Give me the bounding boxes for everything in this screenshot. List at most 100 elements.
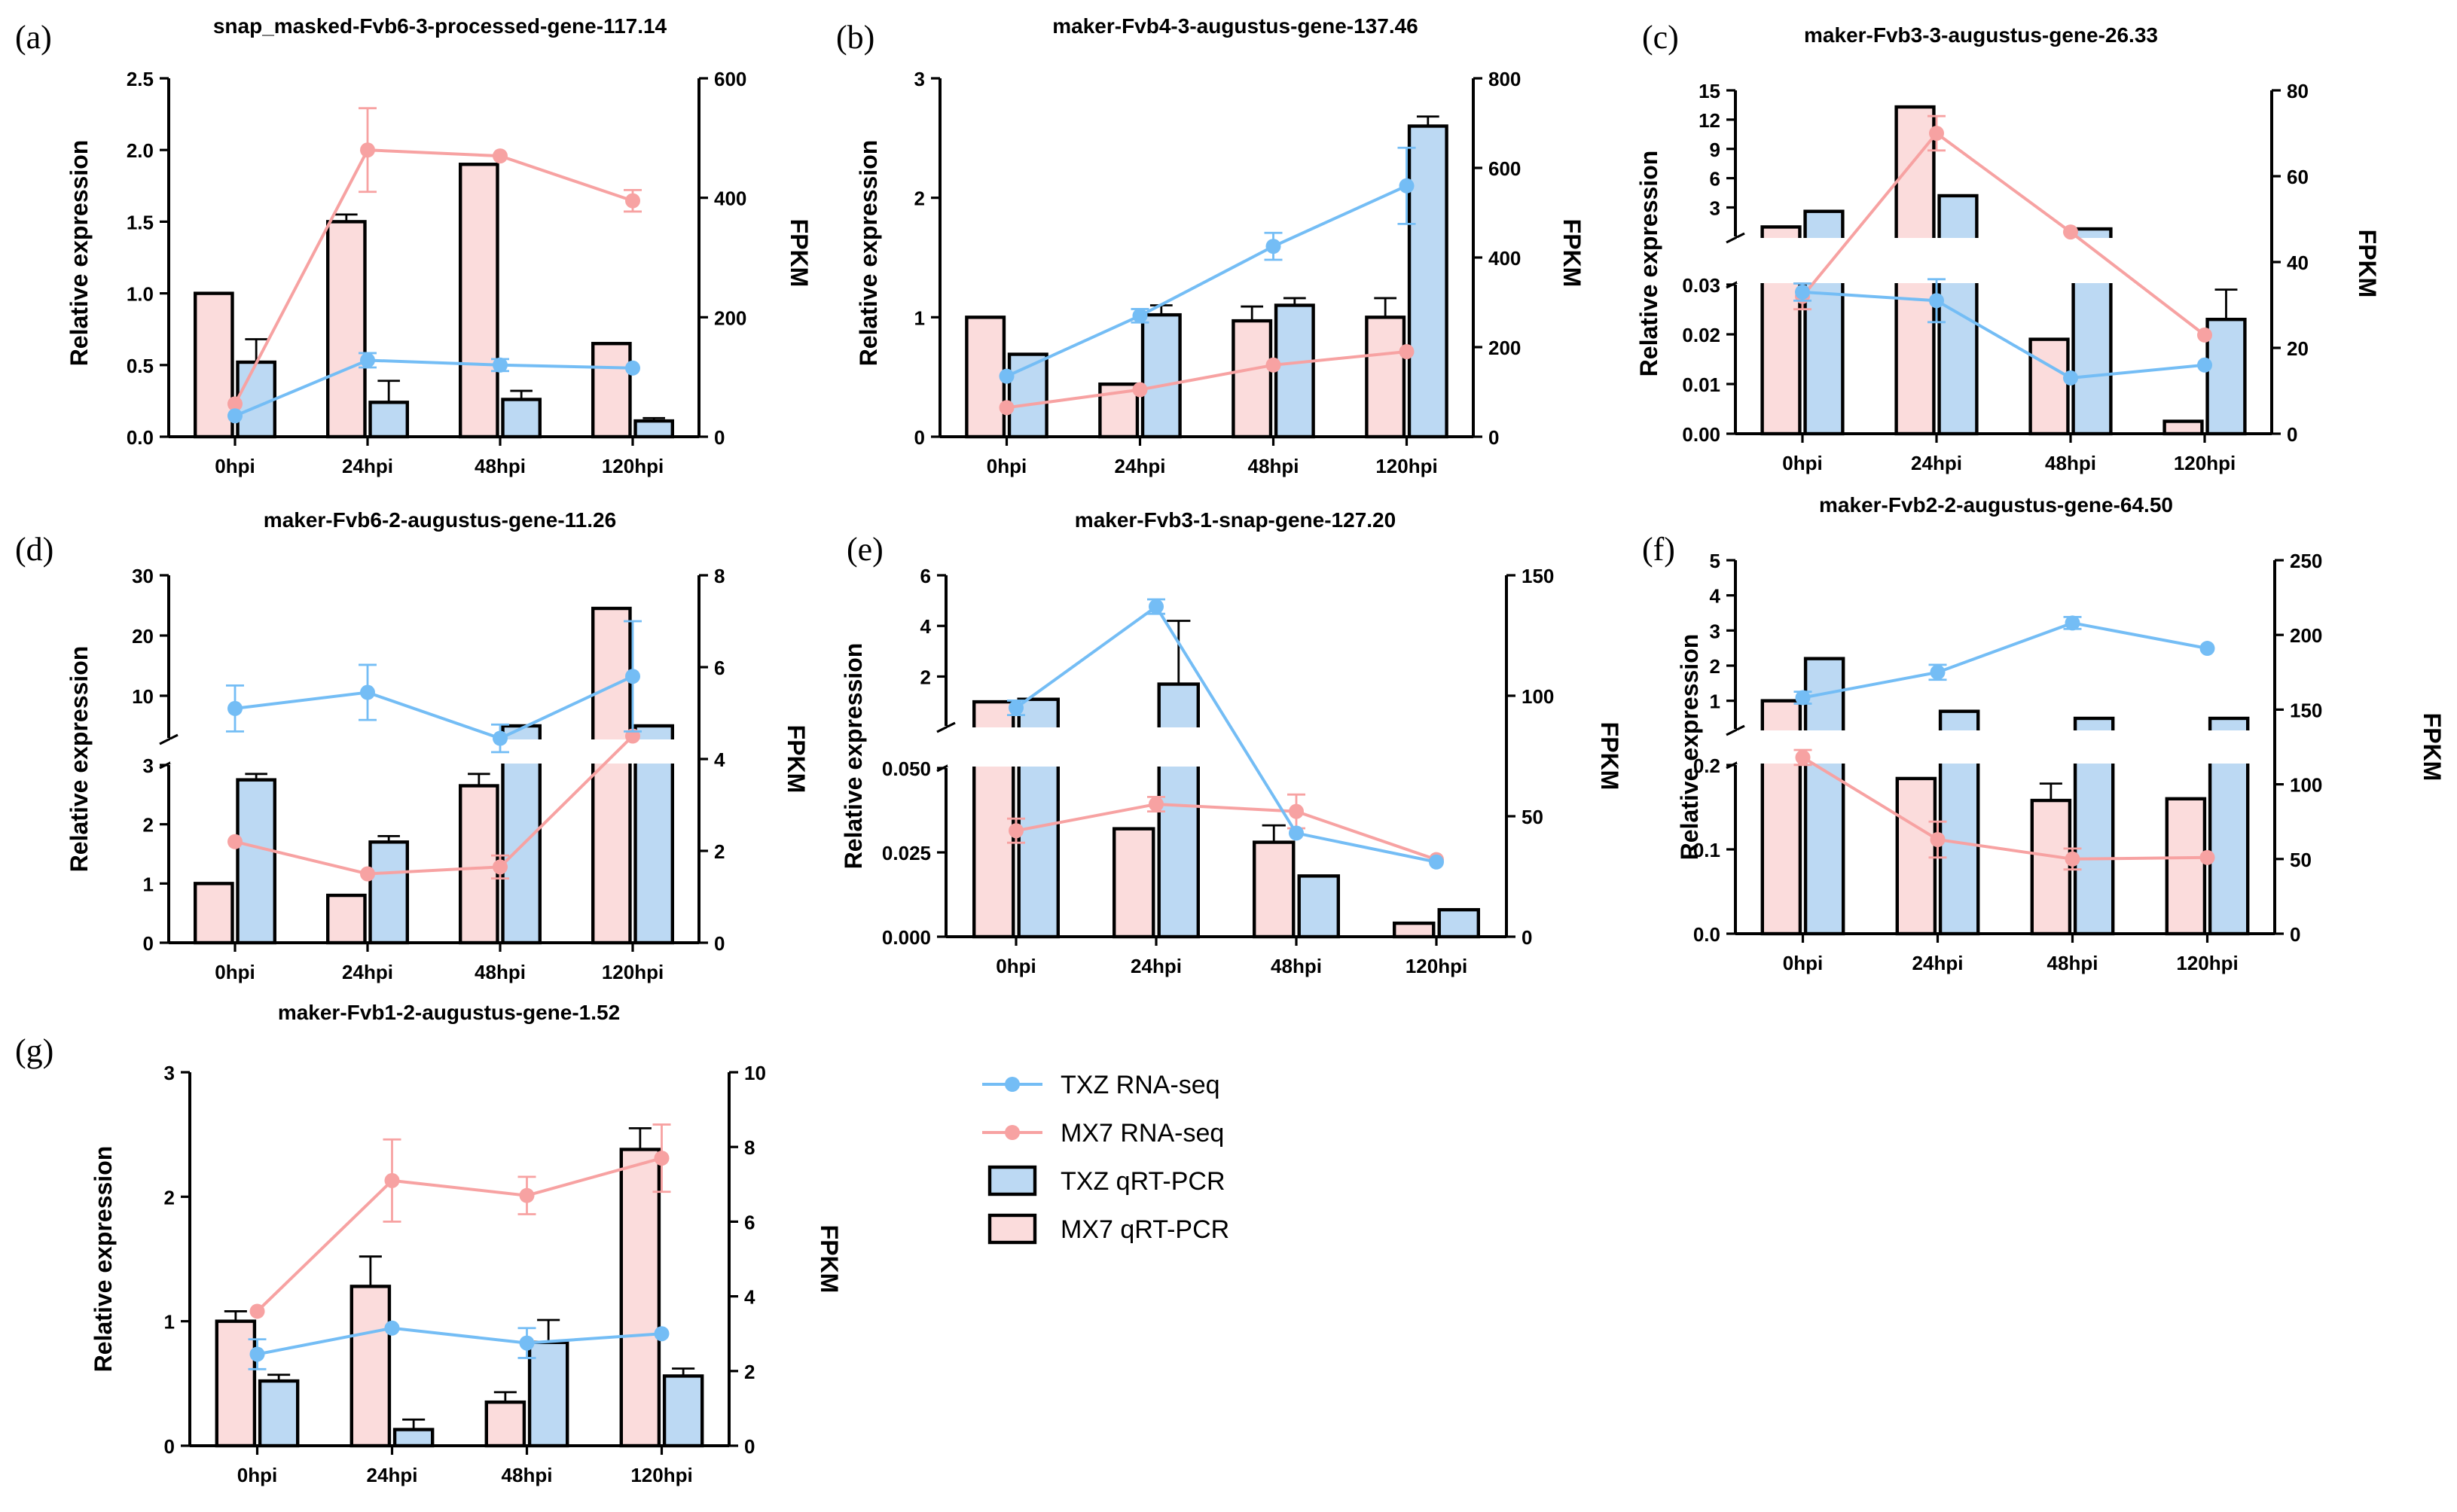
txz-qrtpcr-bar — [368, 840, 409, 945]
y2-tick-label: 150 — [1522, 565, 1554, 587]
x-tick-label: 120hpi — [2176, 952, 2238, 974]
x-tick-label: 120hpi — [1406, 955, 1467, 977]
txz-rnaseq-point — [2199, 641, 2215, 657]
txz-qrtpcr-bar — [1274, 303, 1315, 439]
mx7-qrtpcr-bar — [1252, 840, 1296, 939]
y-tick-label: 0.03 — [1682, 274, 1720, 297]
y-tick-label: 12 — [1699, 109, 1720, 132]
legend-point-swatch — [1005, 1125, 1020, 1140]
mx7-rnaseq-point — [1132, 382, 1148, 398]
axis-break-mark — [936, 721, 956, 733]
mx7-rnaseq-point — [360, 142, 375, 158]
x-tick-label: 48hpi — [1248, 455, 1299, 477]
y-tick-label: 6 — [1710, 168, 1720, 191]
y-tick-label: 0.02 — [1682, 324, 1720, 346]
txz-rnaseq-line — [1802, 290, 2205, 380]
mx7-rnaseq-point — [360, 866, 375, 882]
chart-panel-a: (a) snap_masked-Fvb6-3-processed-gene-117… — [15, 14, 813, 477]
y-tick-label: 1.5 — [127, 211, 154, 233]
x-tick-label: 120hpi — [630, 1464, 692, 1486]
y2-tick-label: 2 — [744, 1361, 755, 1383]
txz-qrtpcr-bar — [527, 1340, 569, 1448]
y-tick-label: 1 — [1710, 690, 1720, 713]
y2-tick-label: 600 — [714, 68, 746, 90]
chart-title: maker-Fvb4-3-augustus-gene-137.46 — [1052, 14, 1418, 38]
y-tick-label: 3 — [1710, 620, 1720, 642]
mx7-qrtpcr-bar — [1365, 316, 1406, 439]
chart-panel-b: (b) maker-Fvb4-3-augustus-gene-137.46 Rela… — [836, 14, 1586, 477]
panel-label: (e) — [847, 531, 884, 568]
mx7-rnaseq-line — [1006, 349, 1407, 410]
txz-rnaseq-point — [654, 1326, 670, 1342]
mx7-qrtpcr-bar — [1895, 776, 1937, 936]
y2-tick-label: 250 — [2290, 550, 2322, 572]
y-tick-label: 1 — [164, 1311, 175, 1334]
txz-rnaseq-line — [234, 675, 633, 740]
panel-label: (c) — [1642, 19, 1679, 56]
mx7-rnaseq-point — [493, 148, 508, 164]
y2-tick-label: 80 — [2287, 80, 2309, 102]
y-tick-label: 2 — [164, 1186, 175, 1209]
axis-break-mark — [1726, 724, 1745, 736]
y-tick-label: 0.025 — [882, 842, 931, 864]
x-tick-label: 48hpi — [2045, 452, 2096, 474]
legend-label: MX7 RNA-seq — [1061, 1119, 1224, 1148]
legend-item-txz-qrt-pcr: TXZ qRT-PCR — [987, 1165, 1225, 1196]
txz-rnaseq-point — [1929, 293, 1944, 309]
y2-axis-label: FPKM — [2419, 713, 2446, 782]
panel-label: (a) — [15, 19, 52, 56]
mx7-qrtpcr-bar — [1112, 827, 1155, 939]
y2-tick-label: 6 — [744, 1211, 755, 1233]
chart-panel-c: (c) maker-Fvb3-3-augustus-gene-26.33 Relat… — [1635, 19, 2381, 474]
y2-tick-label: 100 — [2290, 774, 2322, 797]
y-tick-label: 0.0 — [1693, 923, 1720, 946]
x-tick-label: 48hpi — [1271, 955, 1322, 977]
y-tick-label: 0.0 — [127, 426, 154, 449]
txz-rnaseq-point — [1149, 599, 1164, 614]
y-tick-label: 0.01 — [1682, 373, 1720, 396]
chart-title: maker-Fvb3-1-snap-gene-127.20 — [1075, 508, 1396, 532]
legend: TXZ RNA-seq MX7 RNA-seq TXZ qRT-PCR MX7 qRT… — [982, 1071, 1229, 1245]
mx7-rnaseq-line — [1801, 131, 2206, 337]
txz-qrtpcr-bar — [392, 1428, 435, 1448]
y-axis-label: Relative expression — [855, 140, 882, 367]
y-tick-label: 0.050 — [882, 758, 931, 780]
y-tick-label: 6 — [920, 565, 931, 587]
mx7-rnaseq-point — [1265, 357, 1281, 373]
panel-label: (g) — [15, 1032, 53, 1069]
txz-rnaseq-point — [493, 730, 508, 746]
mx7-rnaseq-point — [227, 834, 243, 849]
mx7-qrtpcr-bar — [965, 316, 1006, 439]
txz-rnaseq-point — [1795, 284, 1810, 300]
txz-qrtpcr-bar — [1803, 657, 1845, 936]
txz-rnaseq-line — [1006, 184, 1408, 378]
x-tick-label: 24hpi — [1131, 955, 1182, 977]
axis-break-mark — [1726, 232, 1745, 244]
y-tick-label: 0.1 — [1693, 839, 1720, 861]
mx7-rnaseq-line — [1015, 802, 1437, 861]
mx7-qrtpcr-bar — [591, 606, 632, 945]
mx7-rnaseq-point — [625, 193, 640, 209]
y-tick-label: 4 — [920, 615, 932, 638]
y2-tick-label: 6 — [714, 657, 725, 679]
y-tick-label: 0.000 — [882, 926, 931, 949]
y-tick-label: 0.5 — [127, 355, 154, 377]
mx7-qrtpcr-bar — [2028, 337, 2070, 436]
y-axis-label: Relative expression — [66, 646, 93, 873]
legend-bar-swatch — [987, 1165, 1037, 1196]
chart-title: maker-Fvb3-3-augustus-gene-26.33 — [1804, 23, 2158, 47]
y2-tick-label: 8 — [744, 1136, 755, 1159]
mx7-rnaseq-point — [999, 400, 1015, 416]
mx7-rnaseq-point — [1930, 832, 1946, 848]
mx7-rnaseq-point — [1289, 803, 1304, 819]
mx7-rnaseq-point — [2199, 849, 2215, 865]
chart-panel-g: (g) maker-Fvb1-2-augustus-gene-1.52 Relati… — [15, 1001, 843, 1486]
y-tick-label: 1 — [914, 306, 925, 329]
y2-axis-label: FPKM — [786, 219, 813, 288]
txz-qrtpcr-bar — [258, 1379, 300, 1448]
axis-break-gap — [948, 727, 1505, 767]
txz-rnaseq-point — [2063, 370, 2078, 386]
y-tick-label: 2 — [143, 814, 154, 837]
y-tick-label: 20 — [132, 625, 154, 648]
